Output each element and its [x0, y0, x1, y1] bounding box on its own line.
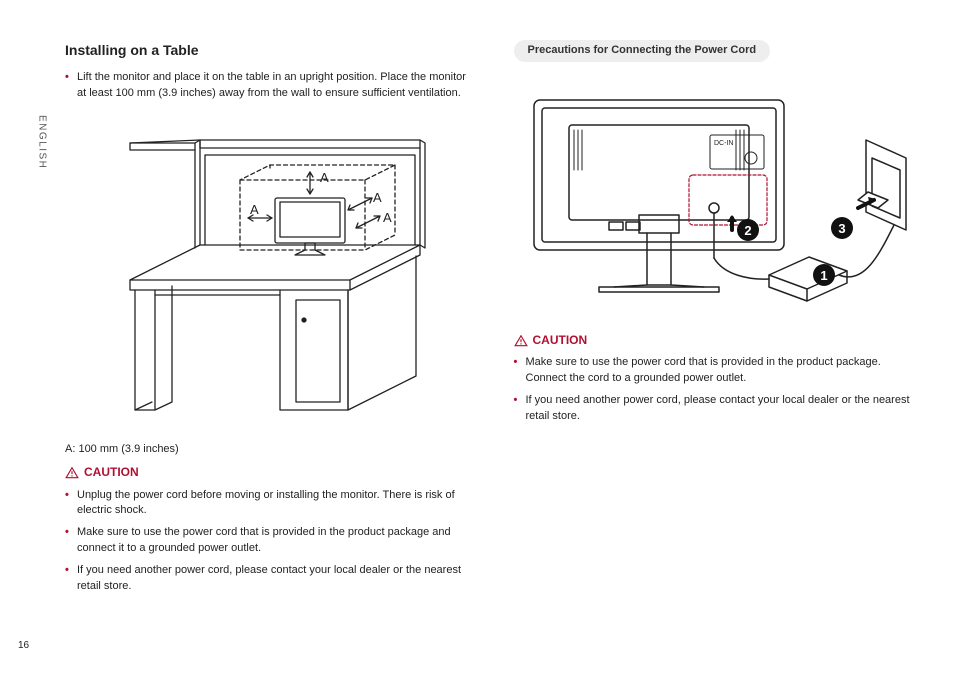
caution-heading-right: CAUTION — [514, 332, 925, 349]
columns: Installing on a Table Lift the monitor a… — [65, 40, 924, 601]
caution-label: CAUTION — [84, 464, 139, 481]
install-instructions: Lift the monitor and place it on the tab… — [65, 70, 476, 102]
section-heading-install: Installing on a Table — [65, 40, 476, 60]
svg-text:2: 2 — [744, 223, 751, 238]
warning-icon — [514, 334, 528, 348]
svg-text:3: 3 — [838, 221, 845, 236]
caution-item: Make sure to use the power cord that is … — [514, 355, 925, 387]
caution-heading-left: CAUTION — [65, 464, 476, 481]
caution-item: Unplug the power cord before moving or i… — [65, 488, 476, 520]
right-column: Precautions for Connecting the Power Cor… — [514, 40, 925, 601]
subsection-heading-power: Precautions for Connecting the Power Cor… — [514, 40, 771, 62]
dimension-note: A: 100 mm (3.9 inches) — [65, 442, 476, 458]
caution-item: If you need another power cord, please c… — [65, 563, 476, 595]
figure-power: DC-IN 1 2 3 — [514, 80, 925, 320]
caution-list-right: Make sure to use the power cord that is … — [514, 355, 925, 425]
page-content: Installing on a Table Lift the monitor a… — [65, 40, 924, 643]
caution-item: Make sure to use the power cord that is … — [65, 525, 476, 557]
language-side-label: ENGLISH — [34, 115, 49, 169]
caution-label: CAUTION — [533, 332, 588, 349]
page-number: 16 — [18, 639, 29, 654]
install-instruction-item: Lift the monitor and place it on the tab… — [65, 70, 476, 102]
warning-icon — [65, 466, 79, 480]
figure-desk: A A A A — [65, 110, 476, 430]
left-column: Installing on a Table Lift the monitor a… — [65, 40, 476, 601]
svg-text:A: A — [373, 190, 382, 205]
svg-text:A: A — [320, 170, 329, 185]
svg-text:DC-IN: DC-IN — [714, 140, 733, 147]
svg-text:A: A — [383, 210, 392, 225]
caution-list-left: Unplug the power cord before moving or i… — [65, 488, 476, 596]
svg-text:A: A — [250, 202, 259, 217]
svg-text:1: 1 — [820, 268, 827, 283]
caution-item: If you need another power cord, please c… — [514, 393, 925, 425]
